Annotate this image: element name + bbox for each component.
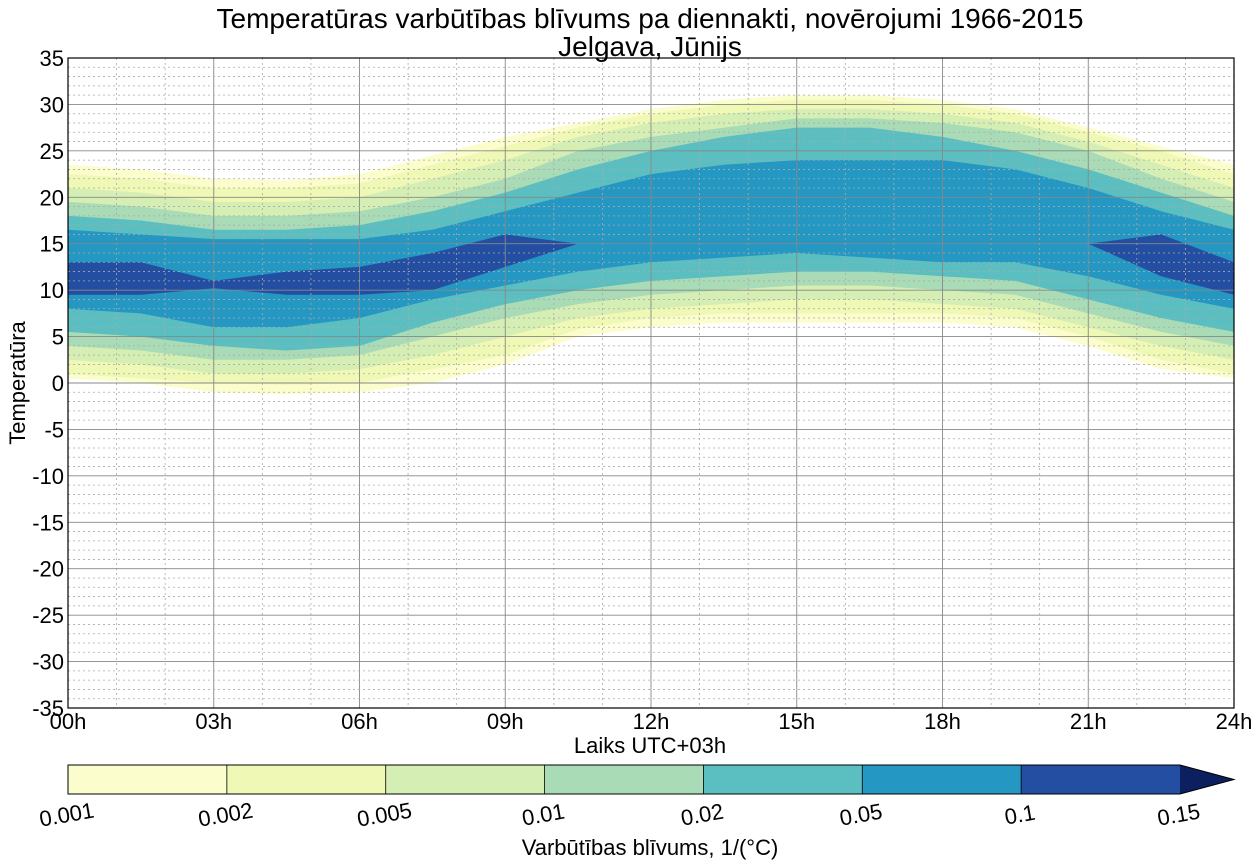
colorbar-tick-label: 0.1 — [1003, 800, 1037, 830]
y-tick-label: 10 — [40, 278, 64, 303]
colorbar-tick-label: 0.001 — [37, 798, 96, 832]
y-tick-label: -35 — [32, 696, 64, 721]
x-tick-label: 15h — [778, 709, 815, 734]
colorbar-swatch-0.05 — [862, 765, 1022, 794]
chart-subtitle: Jelgava, Jūnijs — [558, 31, 742, 62]
y-tick-label: -30 — [32, 650, 64, 675]
y-tick-label: -20 — [32, 557, 64, 582]
grid-lines — [67, 57, 1235, 709]
x-tick-label: 03h — [195, 709, 232, 734]
y-tick-label: 30 — [40, 92, 64, 117]
x-tick-label: 24h — [1216, 709, 1253, 734]
colorbar: 0.001 0.002 0.005 0.01 0.02 0.05 0.1 0.15 — [37, 764, 1236, 832]
y-axis: 35 30 25 20 15 10 5 0 -5 -10 -15 -20 -25 -30 -35 — [32, 46, 64, 721]
x-tick-label: 12h — [633, 709, 670, 734]
colorbar-tick-label: 0.005 — [355, 798, 414, 832]
chart-title: Temperatūras varbūtības blīvums pa dienn… — [217, 3, 1084, 34]
y-tick-label: -10 — [32, 464, 64, 489]
x-tick-label: 00h — [50, 709, 87, 734]
plot-frame — [67, 57, 1235, 709]
y-tick-label: 15 — [40, 232, 64, 257]
colorbar-swatch-0.01 — [544, 765, 704, 794]
colorbar-tick-label: 0.002 — [196, 798, 255, 832]
y-axis-label: Temperatūra — [5, 320, 30, 444]
x-tick-label: 06h — [341, 709, 378, 734]
y-tick-label: 5 — [52, 325, 64, 350]
colorbar-tick-label: 0.05 — [838, 799, 885, 831]
colorbar-swatch-0.002 — [226, 765, 386, 794]
colorbar-swatch-0.001 — [68, 765, 227, 794]
y-tick-label: 0 — [52, 371, 64, 396]
colorbar-swatch-0.005 — [385, 765, 545, 794]
x-tick-label: 21h — [1070, 709, 1107, 734]
y-tick-label: 25 — [40, 139, 64, 164]
y-tick-label: -25 — [32, 603, 64, 628]
y-tick-label: 35 — [40, 46, 64, 71]
colorbar-extend-arrow — [1180, 765, 1234, 794]
colorbar-label: Varbūtības blīvums, 1/(°C) — [522, 835, 779, 860]
colorbar-outline — [67, 764, 1236, 795]
x-tick-label: 09h — [487, 709, 524, 734]
y-tick-label: 20 — [40, 185, 64, 210]
colorbar-tick-label: 0.02 — [679, 799, 726, 831]
colorbar-tick-label: 0.01 — [520, 799, 567, 831]
y-tick-label: -5 — [44, 417, 64, 442]
x-axis: 00h 03h 06h 09h 12h 15h 18h 21h 24h — [50, 709, 1253, 734]
colorbar-swatch-0.02 — [703, 765, 863, 794]
colorbar-tick-label: 0.15 — [1155, 799, 1202, 831]
y-tick-label: -15 — [32, 510, 64, 535]
x-tick-label: 18h — [924, 709, 961, 734]
colorbar-swatch-0.1 — [1021, 765, 1180, 794]
x-axis-label: Laiks UTC+03h — [574, 733, 726, 758]
